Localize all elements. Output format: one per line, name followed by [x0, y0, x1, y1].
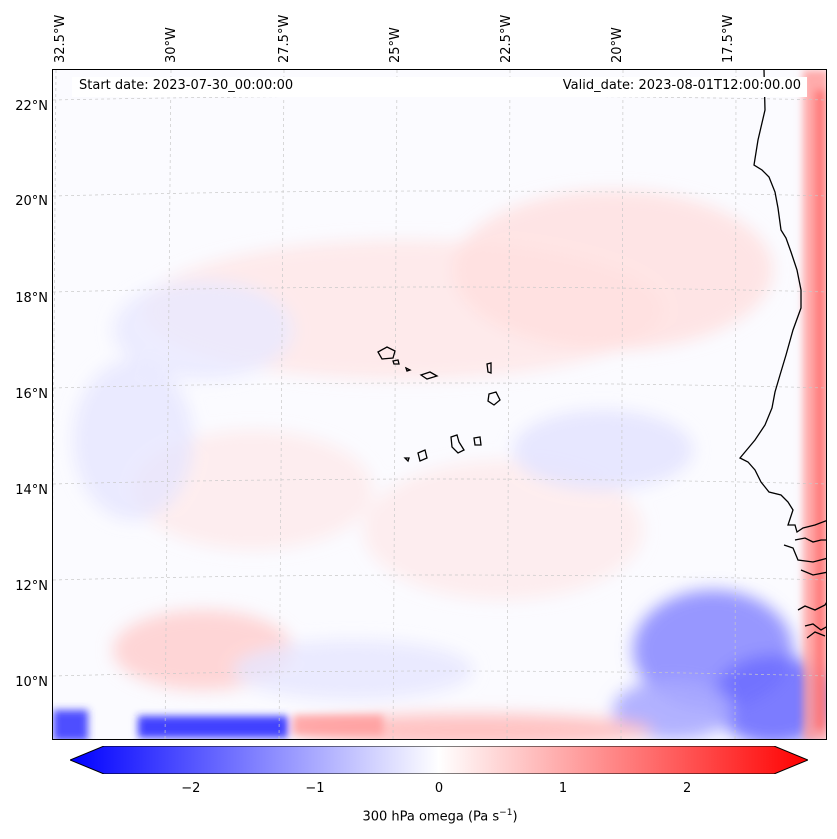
- start-date-text: Start date: 2023-07-30_00:00:00: [79, 78, 294, 93]
- colorbar-tick-label: −2: [181, 781, 201, 796]
- colorbar-label: 300 hPa omega (Pa s−1): [0, 808, 837, 824]
- cape-verde-islands: [377, 346, 501, 463]
- omega-field: [53, 70, 826, 739]
- colorbar-label-text: 300 hPa omega (Pa s: [362, 809, 500, 825]
- lat-label: 16°N: [15, 387, 48, 402]
- lat-label: 20°N: [15, 194, 48, 209]
- lat-label: 14°N: [15, 483, 48, 498]
- lon-label: 25°W: [388, 27, 403, 63]
- lon-label: 30°W: [164, 27, 179, 63]
- colorbar-tick-label: 0: [434, 781, 444, 796]
- west-africa-coastline: [738, 70, 826, 639]
- lat-label: 12°N: [15, 579, 48, 594]
- colorbar-tick-label: 1: [558, 781, 568, 796]
- lon-label: 32.5°W: [53, 14, 68, 63]
- lon-label: 20°W: [610, 27, 625, 63]
- lon-label: 17.5°W: [721, 14, 736, 63]
- colorbar-tick-label: −1: [305, 781, 325, 796]
- colorbar-tick-label: 2: [683, 781, 692, 796]
- lon-label: 27.5°W: [277, 14, 292, 63]
- colorbar-body: [70, 746, 808, 774]
- date-info-bar: [72, 77, 807, 97]
- map-panel: [52, 69, 827, 740]
- lat-label: 22°N: [15, 99, 48, 114]
- colorbar-label-exponent: −1: [499, 808, 513, 818]
- lat-label: 18°N: [15, 291, 48, 306]
- valid-date-text: Valid_date: 2023-08-01T12:00:00.00: [562, 78, 801, 93]
- omega-shading: [73, 190, 826, 739]
- lat-label: 10°N: [15, 675, 48, 690]
- omega-shading-edges: [53, 70, 826, 739]
- colorbar: [70, 746, 808, 774]
- colorbar-label-end: ): [512, 809, 518, 825]
- graticule: [53, 70, 826, 739]
- lon-label: 22.5°W: [499, 14, 514, 63]
